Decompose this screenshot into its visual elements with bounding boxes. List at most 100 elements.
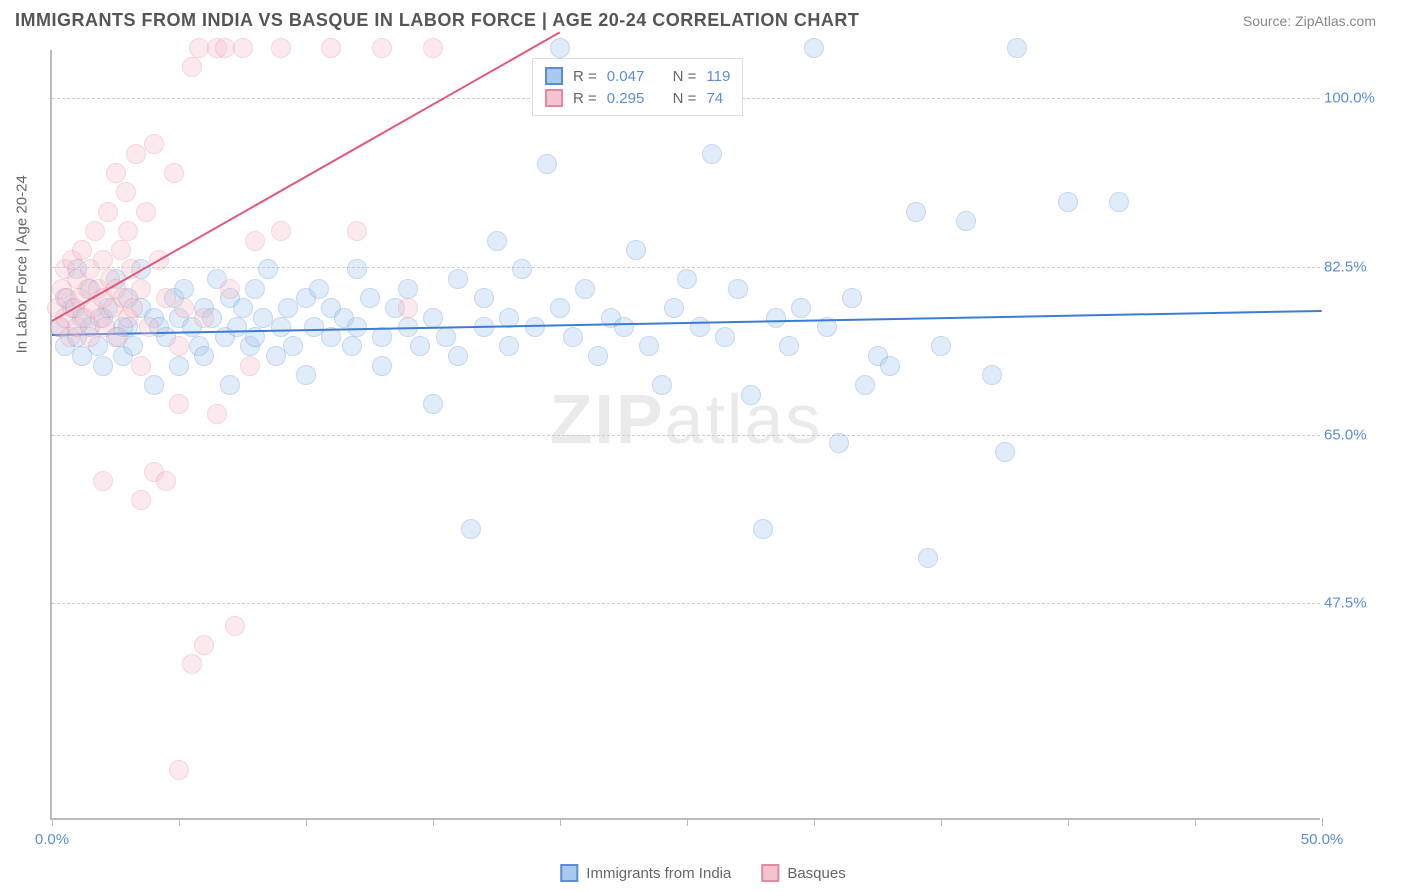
data-point bbox=[182, 57, 202, 77]
data-point bbox=[664, 298, 684, 318]
data-point bbox=[931, 336, 951, 356]
data-point bbox=[347, 221, 367, 241]
data-point bbox=[525, 317, 545, 337]
data-point bbox=[575, 279, 595, 299]
chart-title: IMMIGRANTS FROM INDIA VS BASQUE IN LABOR… bbox=[15, 10, 859, 31]
data-point bbox=[245, 279, 265, 299]
x-tick bbox=[179, 818, 180, 826]
legend-swatch bbox=[545, 89, 563, 107]
data-point bbox=[1058, 192, 1078, 212]
y-tick-label: 82.5% bbox=[1324, 258, 1384, 275]
source-attribution: Source: ZipAtlas.com bbox=[1243, 13, 1376, 29]
data-point bbox=[72, 240, 92, 260]
data-point bbox=[98, 202, 118, 222]
data-point bbox=[93, 356, 113, 376]
data-point bbox=[918, 548, 938, 568]
data-point bbox=[347, 259, 367, 279]
stats-row: R =0.295 N = 74 bbox=[545, 87, 730, 109]
data-point bbox=[550, 38, 570, 58]
data-point bbox=[240, 356, 260, 376]
trend-line bbox=[52, 31, 561, 321]
data-point bbox=[266, 346, 286, 366]
y-tick-label: 47.5% bbox=[1324, 595, 1384, 612]
data-point bbox=[690, 317, 710, 337]
data-point bbox=[278, 298, 298, 318]
x-tick-label: 50.0% bbox=[1301, 831, 1344, 848]
data-point bbox=[245, 231, 265, 251]
correlation-stats-box: R =0.047 N = 119R =0.295 N = 74 bbox=[532, 58, 743, 116]
data-point bbox=[753, 519, 773, 539]
data-point bbox=[779, 336, 799, 356]
data-point bbox=[131, 490, 151, 510]
data-point bbox=[398, 298, 418, 318]
data-point bbox=[728, 279, 748, 299]
data-point bbox=[194, 308, 214, 328]
data-point bbox=[487, 231, 507, 251]
data-point bbox=[702, 144, 722, 164]
data-point bbox=[194, 346, 214, 366]
data-point bbox=[144, 375, 164, 395]
data-point bbox=[614, 317, 634, 337]
data-point bbox=[715, 327, 735, 347]
data-point bbox=[791, 298, 811, 318]
x-tick bbox=[306, 818, 307, 826]
x-tick bbox=[814, 818, 815, 826]
data-point bbox=[136, 202, 156, 222]
data-point bbox=[144, 134, 164, 154]
data-point bbox=[1007, 38, 1027, 58]
data-point bbox=[537, 154, 557, 174]
data-point bbox=[1109, 192, 1129, 212]
x-tick bbox=[941, 818, 942, 826]
data-point bbox=[982, 365, 1002, 385]
data-point bbox=[123, 298, 143, 318]
data-point bbox=[829, 433, 849, 453]
data-point bbox=[131, 356, 151, 376]
data-point bbox=[108, 327, 128, 347]
data-point bbox=[652, 375, 672, 395]
x-tick bbox=[560, 818, 561, 826]
data-point bbox=[164, 163, 184, 183]
data-point bbox=[126, 144, 146, 164]
data-point bbox=[271, 221, 291, 241]
data-point bbox=[398, 279, 418, 299]
x-tick-label: 0.0% bbox=[35, 831, 69, 848]
data-point bbox=[741, 385, 761, 405]
data-point bbox=[139, 317, 159, 337]
data-point bbox=[93, 471, 113, 491]
chart-legend: Immigrants from India Basques bbox=[560, 864, 845, 882]
data-point bbox=[461, 519, 481, 539]
data-point bbox=[550, 298, 570, 318]
data-point bbox=[309, 279, 329, 299]
data-point bbox=[372, 356, 392, 376]
legend-swatch bbox=[545, 67, 563, 85]
data-point bbox=[342, 336, 362, 356]
data-point bbox=[93, 250, 113, 270]
watermark: ZIPatlas bbox=[550, 379, 823, 459]
x-tick bbox=[1195, 818, 1196, 826]
data-point bbox=[372, 38, 392, 58]
data-point bbox=[639, 336, 659, 356]
data-point bbox=[111, 240, 131, 260]
data-point bbox=[131, 279, 151, 299]
legend-item: Immigrants from India bbox=[560, 864, 731, 882]
data-point bbox=[220, 375, 240, 395]
data-point bbox=[474, 288, 494, 308]
data-point bbox=[169, 336, 189, 356]
data-point bbox=[296, 365, 316, 385]
data-point bbox=[258, 259, 278, 279]
data-point bbox=[194, 635, 214, 655]
legend-swatch bbox=[761, 864, 779, 882]
y-axis-label: In Labor Force | Age 20-24 bbox=[14, 175, 31, 353]
data-point bbox=[174, 279, 194, 299]
data-point bbox=[116, 182, 136, 202]
data-point bbox=[995, 442, 1015, 462]
data-point bbox=[499, 336, 519, 356]
data-point bbox=[118, 221, 138, 241]
gridline bbox=[52, 267, 1320, 268]
legend-label: Immigrants from India bbox=[586, 865, 731, 882]
data-point bbox=[448, 269, 468, 289]
data-point bbox=[766, 308, 786, 328]
data-point bbox=[156, 471, 176, 491]
legend-item: Basques bbox=[761, 864, 845, 882]
data-point bbox=[804, 38, 824, 58]
